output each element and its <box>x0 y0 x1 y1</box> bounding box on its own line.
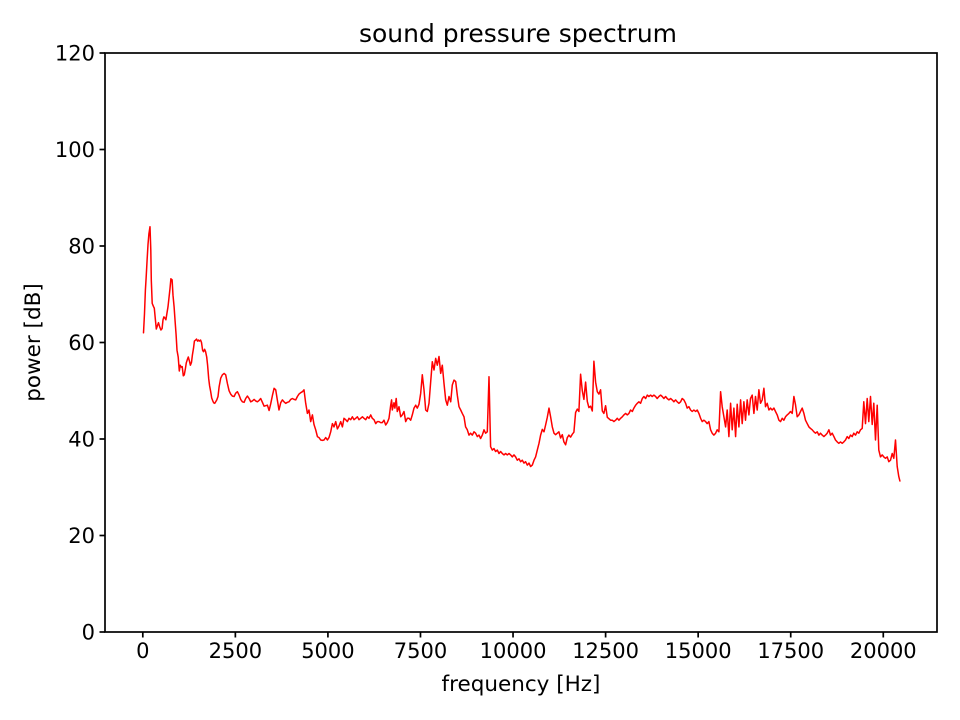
spectrum-line <box>142 225 901 482</box>
y-tick-label: 120 <box>55 42 95 66</box>
y-tick-label: 60 <box>68 331 95 355</box>
x-tick-label: 10000 <box>480 639 547 663</box>
x-tick-label: 7500 <box>394 639 447 663</box>
x-tick-label: 12500 <box>572 639 639 663</box>
series-layer <box>142 225 901 482</box>
y-tick-label: 80 <box>68 235 95 259</box>
axis-ticks: 0 2500 5000 7500 10000 12500 15000 17500 20000 0 2… <box>55 42 917 664</box>
y-tick-label: 20 <box>68 524 95 548</box>
x-tick-label: 17500 <box>757 639 824 663</box>
x-tick-label: 0 <box>136 639 149 663</box>
x-axis-label: frequency [Hz] <box>442 672 601 697</box>
x-tick-label: 15000 <box>665 639 732 663</box>
plot-border <box>104 52 938 633</box>
y-axis-label: power [dB] <box>21 283 46 401</box>
y-tick-label: 0 <box>82 621 95 645</box>
x-tick-label: 5000 <box>301 639 354 663</box>
y-tick-label: 100 <box>55 138 95 162</box>
x-tick-label: 2500 <box>209 639 262 663</box>
chart-title: sound pressure spectrum <box>359 19 677 48</box>
x-tick-label: 20000 <box>850 639 917 663</box>
axes-spines <box>104 52 938 633</box>
y-tick-label: 40 <box>68 428 95 452</box>
